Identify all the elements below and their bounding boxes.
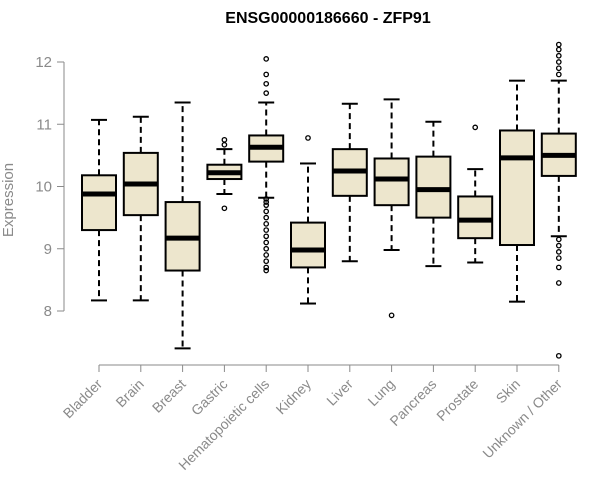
x-tick-label: Liver [323,376,356,409]
outlier-point [263,252,270,258]
outlier-point [555,65,562,72]
box [290,221,326,269]
outlier-point [472,124,479,131]
box-group [81,118,117,302]
outlier-point [221,205,228,212]
outlier-point [263,245,270,252]
outlier-point [263,227,270,233]
x-tick-label: Lung [364,376,397,409]
box-group [499,79,535,303]
box [499,129,535,247]
outlier-point [263,239,270,246]
outlier-point [221,141,228,148]
y-tick-label: 12 [35,54,52,71]
outlier-point [555,236,562,243]
outlier-point [555,280,562,286]
outlier-point [555,352,562,359]
outlier-point [555,242,562,249]
outlier-point [263,208,270,215]
chart-title: ENSG00000186660 - ZFP91 [225,10,431,27]
box-group [457,124,494,264]
outlier-point [555,52,562,59]
outlier-point [555,71,562,78]
x-tick-label: Prostate [433,376,481,424]
outlier-point [555,249,562,255]
outlier-point [388,312,395,319]
boxes-layer [81,41,577,359]
box [81,174,117,232]
box-group [290,135,326,305]
outlier-point [555,59,562,65]
outlier-point [263,71,270,78]
box-group [373,98,410,319]
outlier-point [263,202,270,209]
outlier-point [305,135,311,141]
box-group [122,115,159,302]
y-tick-label: 10 [35,179,52,196]
outlier-point [263,80,270,87]
box [373,157,410,207]
y-axis: 8 9 10 11 12 [35,54,65,320]
outlier-point [263,221,270,227]
outlier-point [221,136,228,143]
box-group [164,101,201,350]
outlier-point [555,264,562,271]
x-tick-label: Bladder [60,376,106,422]
outlier-point [263,90,270,96]
box-group [331,102,368,263]
y-axis-label: Expression [0,163,17,237]
y-tick-label: 9 [44,241,52,258]
outlier-point [263,267,270,274]
box [457,195,494,240]
outlier-point [263,258,270,265]
x-tick-label: Unknown / Other [479,376,565,462]
x-tick-label: Skin [493,376,524,407]
outlier-point [263,214,270,221]
outlier-point [263,56,270,62]
outlier-point [263,264,270,271]
x-tick-label: Breast [149,376,189,416]
outlier-point [555,41,562,48]
box-group [248,56,285,274]
outlier-point [263,233,270,240]
x-tick-label: Kidney [273,376,315,418]
x-tick-label: Brain [112,376,146,410]
y-tick-label: 8 [44,303,52,320]
box-group [540,41,577,359]
outlier-point [263,199,270,205]
outlier-point [263,196,270,202]
outlier-point [555,255,562,261]
box-group [415,120,452,268]
y-tick-label: 11 [36,116,52,133]
outlier-point [555,46,562,53]
box-group [206,136,243,212]
